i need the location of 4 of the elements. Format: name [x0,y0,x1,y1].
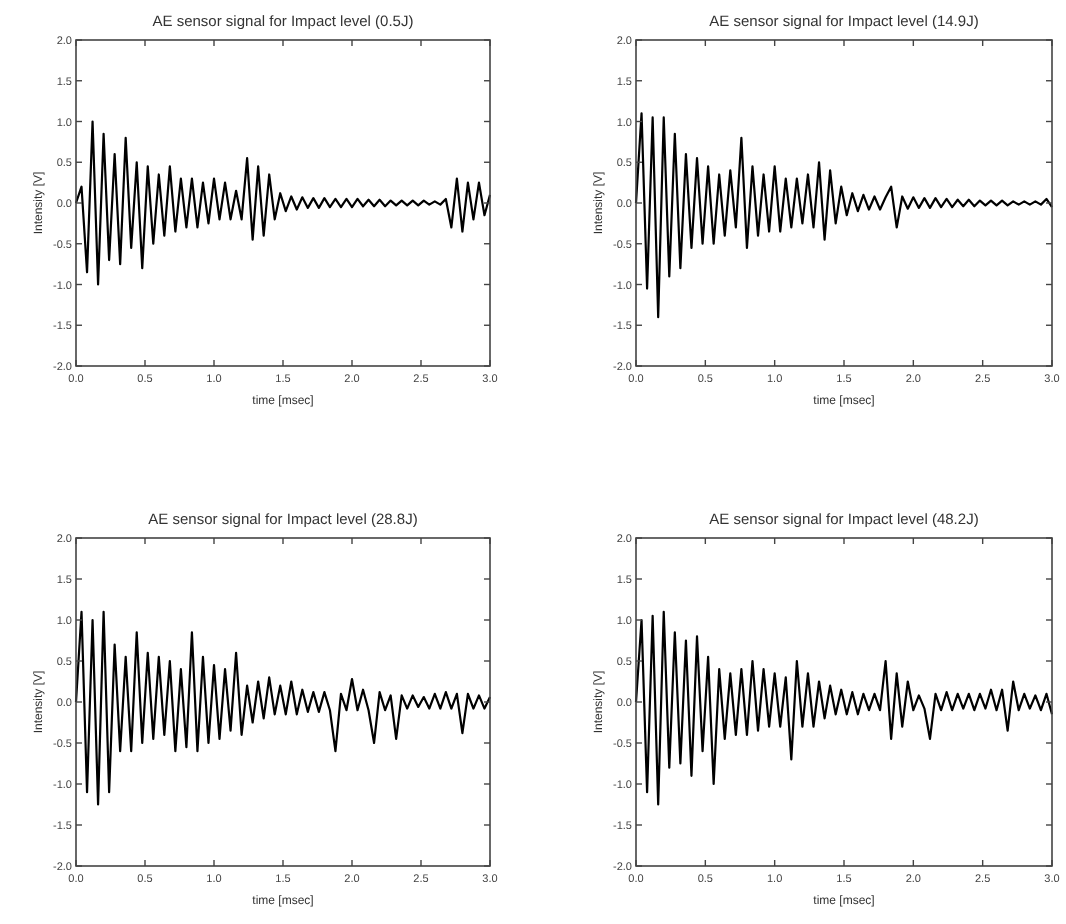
line-series [74,610,492,806]
line-series [74,120,492,286]
line-series [634,610,1054,806]
line-series [634,112,1054,319]
